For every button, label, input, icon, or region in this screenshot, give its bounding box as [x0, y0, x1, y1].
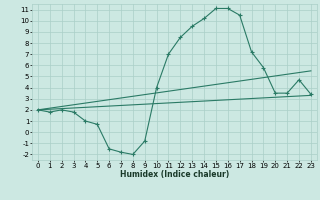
- X-axis label: Humidex (Indice chaleur): Humidex (Indice chaleur): [120, 170, 229, 179]
